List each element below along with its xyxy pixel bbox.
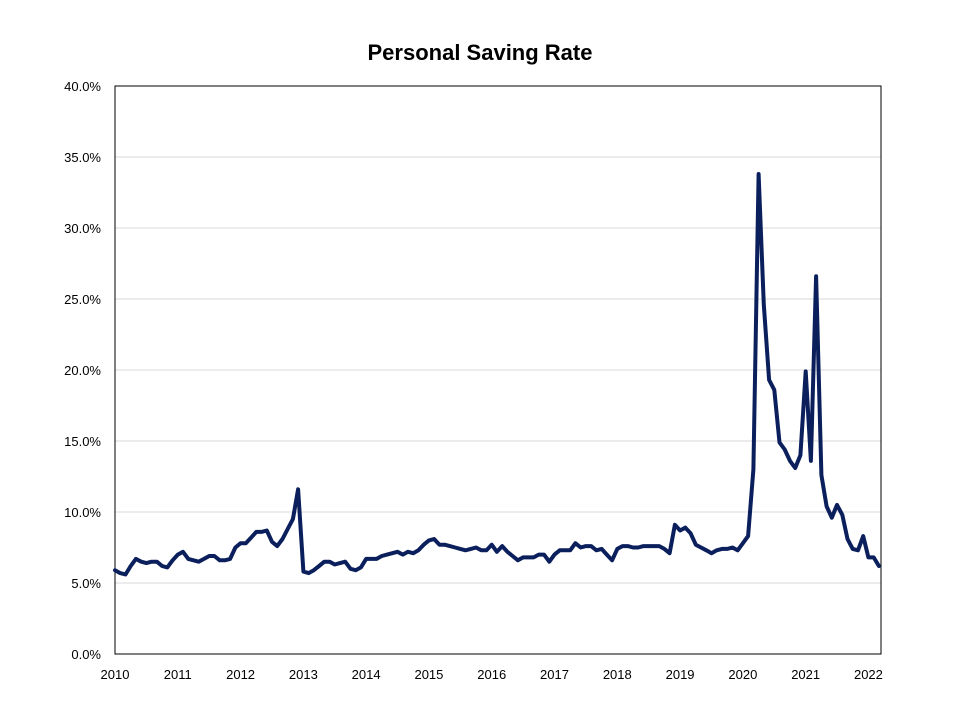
plot-area-border	[114, 85, 882, 655]
y-tick-label: 0.0%	[71, 647, 101, 662]
y-tick-label: 20.0%	[64, 363, 101, 378]
y-tick-label: 35.0%	[64, 150, 101, 165]
x-tick-label: 2018	[603, 667, 632, 682]
x-tick-label: 2015	[414, 667, 443, 682]
y-tick-label: 5.0%	[71, 576, 101, 591]
grid-layer	[115, 156, 881, 584]
series-line	[113, 172, 881, 577]
x-tick-label: 2012	[226, 667, 255, 682]
x-tick-label: 2019	[666, 667, 695, 682]
x-tick-label: 2020	[728, 667, 757, 682]
x-tick-label: 2014	[352, 667, 381, 682]
x-tick-label: 2011	[164, 667, 192, 682]
y-tick-label: 10.0%	[64, 505, 101, 520]
y-tick-label: 25.0%	[64, 292, 101, 307]
y-tick-label: 40.0%	[64, 79, 101, 94]
x-tick-label: 2021	[791, 667, 820, 682]
x-tick-label: 2016	[477, 667, 506, 682]
series-layer	[113, 172, 881, 577]
y-tick-label: 15.0%	[64, 434, 101, 449]
y-tick-label: 30.0%	[64, 221, 101, 236]
x-tick-label: 2022	[854, 667, 883, 682]
axis-layer: 0.0% 5.0% 10.0% 15.0% 20.0% 25.0% 30.0% 35.0% 40…	[64, 79, 883, 682]
x-tick-label: 2010	[101, 667, 130, 682]
x-tick-label: 2017	[540, 667, 569, 682]
x-tick-label: 2013	[289, 667, 318, 682]
chart-title: Personal Saving Rate	[367, 40, 593, 65]
